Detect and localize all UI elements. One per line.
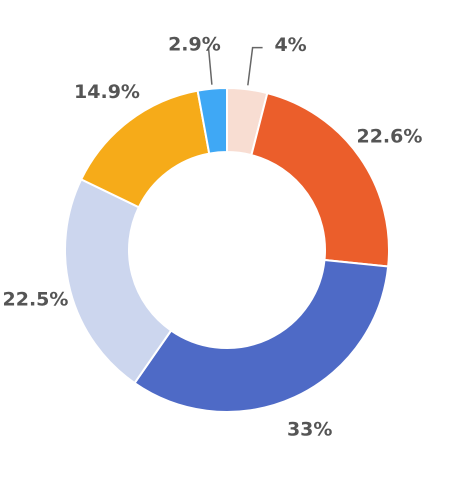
slice-label-2: 33% — [287, 418, 332, 440]
leader-lines-layer — [207, 46, 263, 86]
leader-line-5 — [207, 46, 213, 85]
labels-layer: 4% 22.6% 33% 22.5% 14.9% 2.9% — [3, 33, 423, 440]
slice-2 — [133, 258, 390, 413]
slice-5 — [196, 86, 228, 155]
slice-3 — [64, 178, 173, 385]
slice-label-0: 4% — [274, 34, 306, 56]
slice-label-1: 22.6% — [356, 125, 422, 147]
slice-1 — [250, 91, 390, 268]
slices-layer — [64, 86, 390, 413]
leader-line-0 — [247, 46, 263, 86]
slice-label-4: 14.9% — [74, 81, 140, 103]
slice-label-3: 22.5% — [3, 289, 69, 311]
slice-label-5: 2.9% — [168, 33, 221, 55]
